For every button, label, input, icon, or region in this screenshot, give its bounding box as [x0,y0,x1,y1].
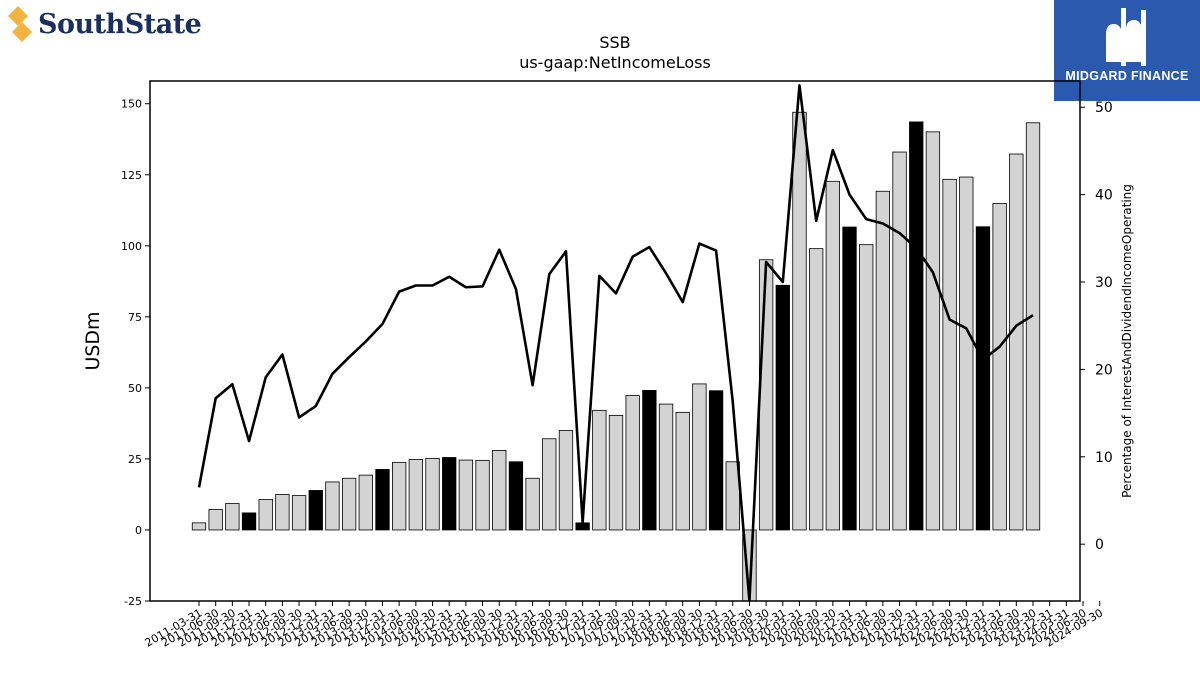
bar [625,395,640,531]
y-tick-label: -25 [124,595,142,608]
bar [809,248,824,531]
bar [225,503,240,531]
line-series [197,84,1034,601]
y-tick-label: 150 [121,98,142,111]
bar [692,383,707,531]
bar [492,449,507,531]
bar [241,512,257,531]
bar [392,461,407,531]
bar [375,469,390,531]
chart-title: SSB [599,33,630,52]
bar [675,411,690,531]
bar [842,226,857,531]
bar-series [191,111,1041,602]
bar [542,438,557,531]
bar [191,522,207,531]
bar [475,459,490,531]
y-tick-label: 50 [128,382,142,395]
midgard-m-icon [1106,8,1146,66]
midgard-finance-wordmark: MIDGARD FINANCE [1065,69,1189,83]
bar [208,509,223,531]
y-tick-label: 100 [121,240,142,253]
chart-subtitle: us-gaap:NetIncomeLoss [519,53,711,72]
bar [425,457,440,531]
y-tick-label: 25 [128,453,142,466]
bar [408,459,423,531]
y2-tick-label: 0 [1095,537,1104,553]
bar [708,390,724,531]
bar [775,284,790,531]
bar [308,490,323,531]
bar [909,121,924,531]
bar [275,494,290,531]
bar [458,459,474,531]
y2-tick-label: 30 [1095,275,1113,291]
bar [341,477,357,531]
bar [592,409,607,531]
bar [258,499,273,531]
y-axis-label: USDm [82,311,104,370]
line-series-path [197,84,1034,601]
bar [925,131,941,531]
axes: -250255075100125150010203040502011-03-31… [121,80,1113,650]
bar [875,190,891,531]
bar [859,244,874,531]
bar [575,522,590,531]
y2-tick-label: 50 [1095,100,1113,116]
bar [642,390,657,531]
bar [608,415,624,531]
brand-name: SouthState [38,8,202,40]
y2-axis-label: Percentage of InterestAndDividendIncomeO… [1120,184,1134,498]
bar [325,481,340,531]
bar [825,180,840,531]
y2-tick-label: 10 [1095,450,1113,466]
bar [508,461,524,531]
bar [291,495,307,531]
bar [1025,122,1041,531]
bar [1009,153,1024,531]
bar [892,151,907,531]
bar [942,178,957,531]
bar [975,226,991,531]
bar [525,477,540,531]
southstate-logo-icon [8,6,32,42]
bar [992,203,1007,531]
bar [558,430,574,531]
bar [758,259,774,531]
bar [658,403,674,531]
southstate-brand: SouthState [6,4,202,44]
bar [792,111,807,531]
y2-tick-label: 40 [1095,188,1113,204]
bar [442,457,457,531]
bar [358,474,373,531]
y-tick-label: 0 [135,524,142,537]
bar [959,176,974,531]
midgard-finance-logo: MIDGARD FINANCE [1054,0,1200,101]
y-tick-label: 125 [121,169,142,182]
y2-tick-label: 20 [1095,362,1113,378]
y-tick-label: 75 [128,311,142,324]
plot-frame [149,80,1081,602]
